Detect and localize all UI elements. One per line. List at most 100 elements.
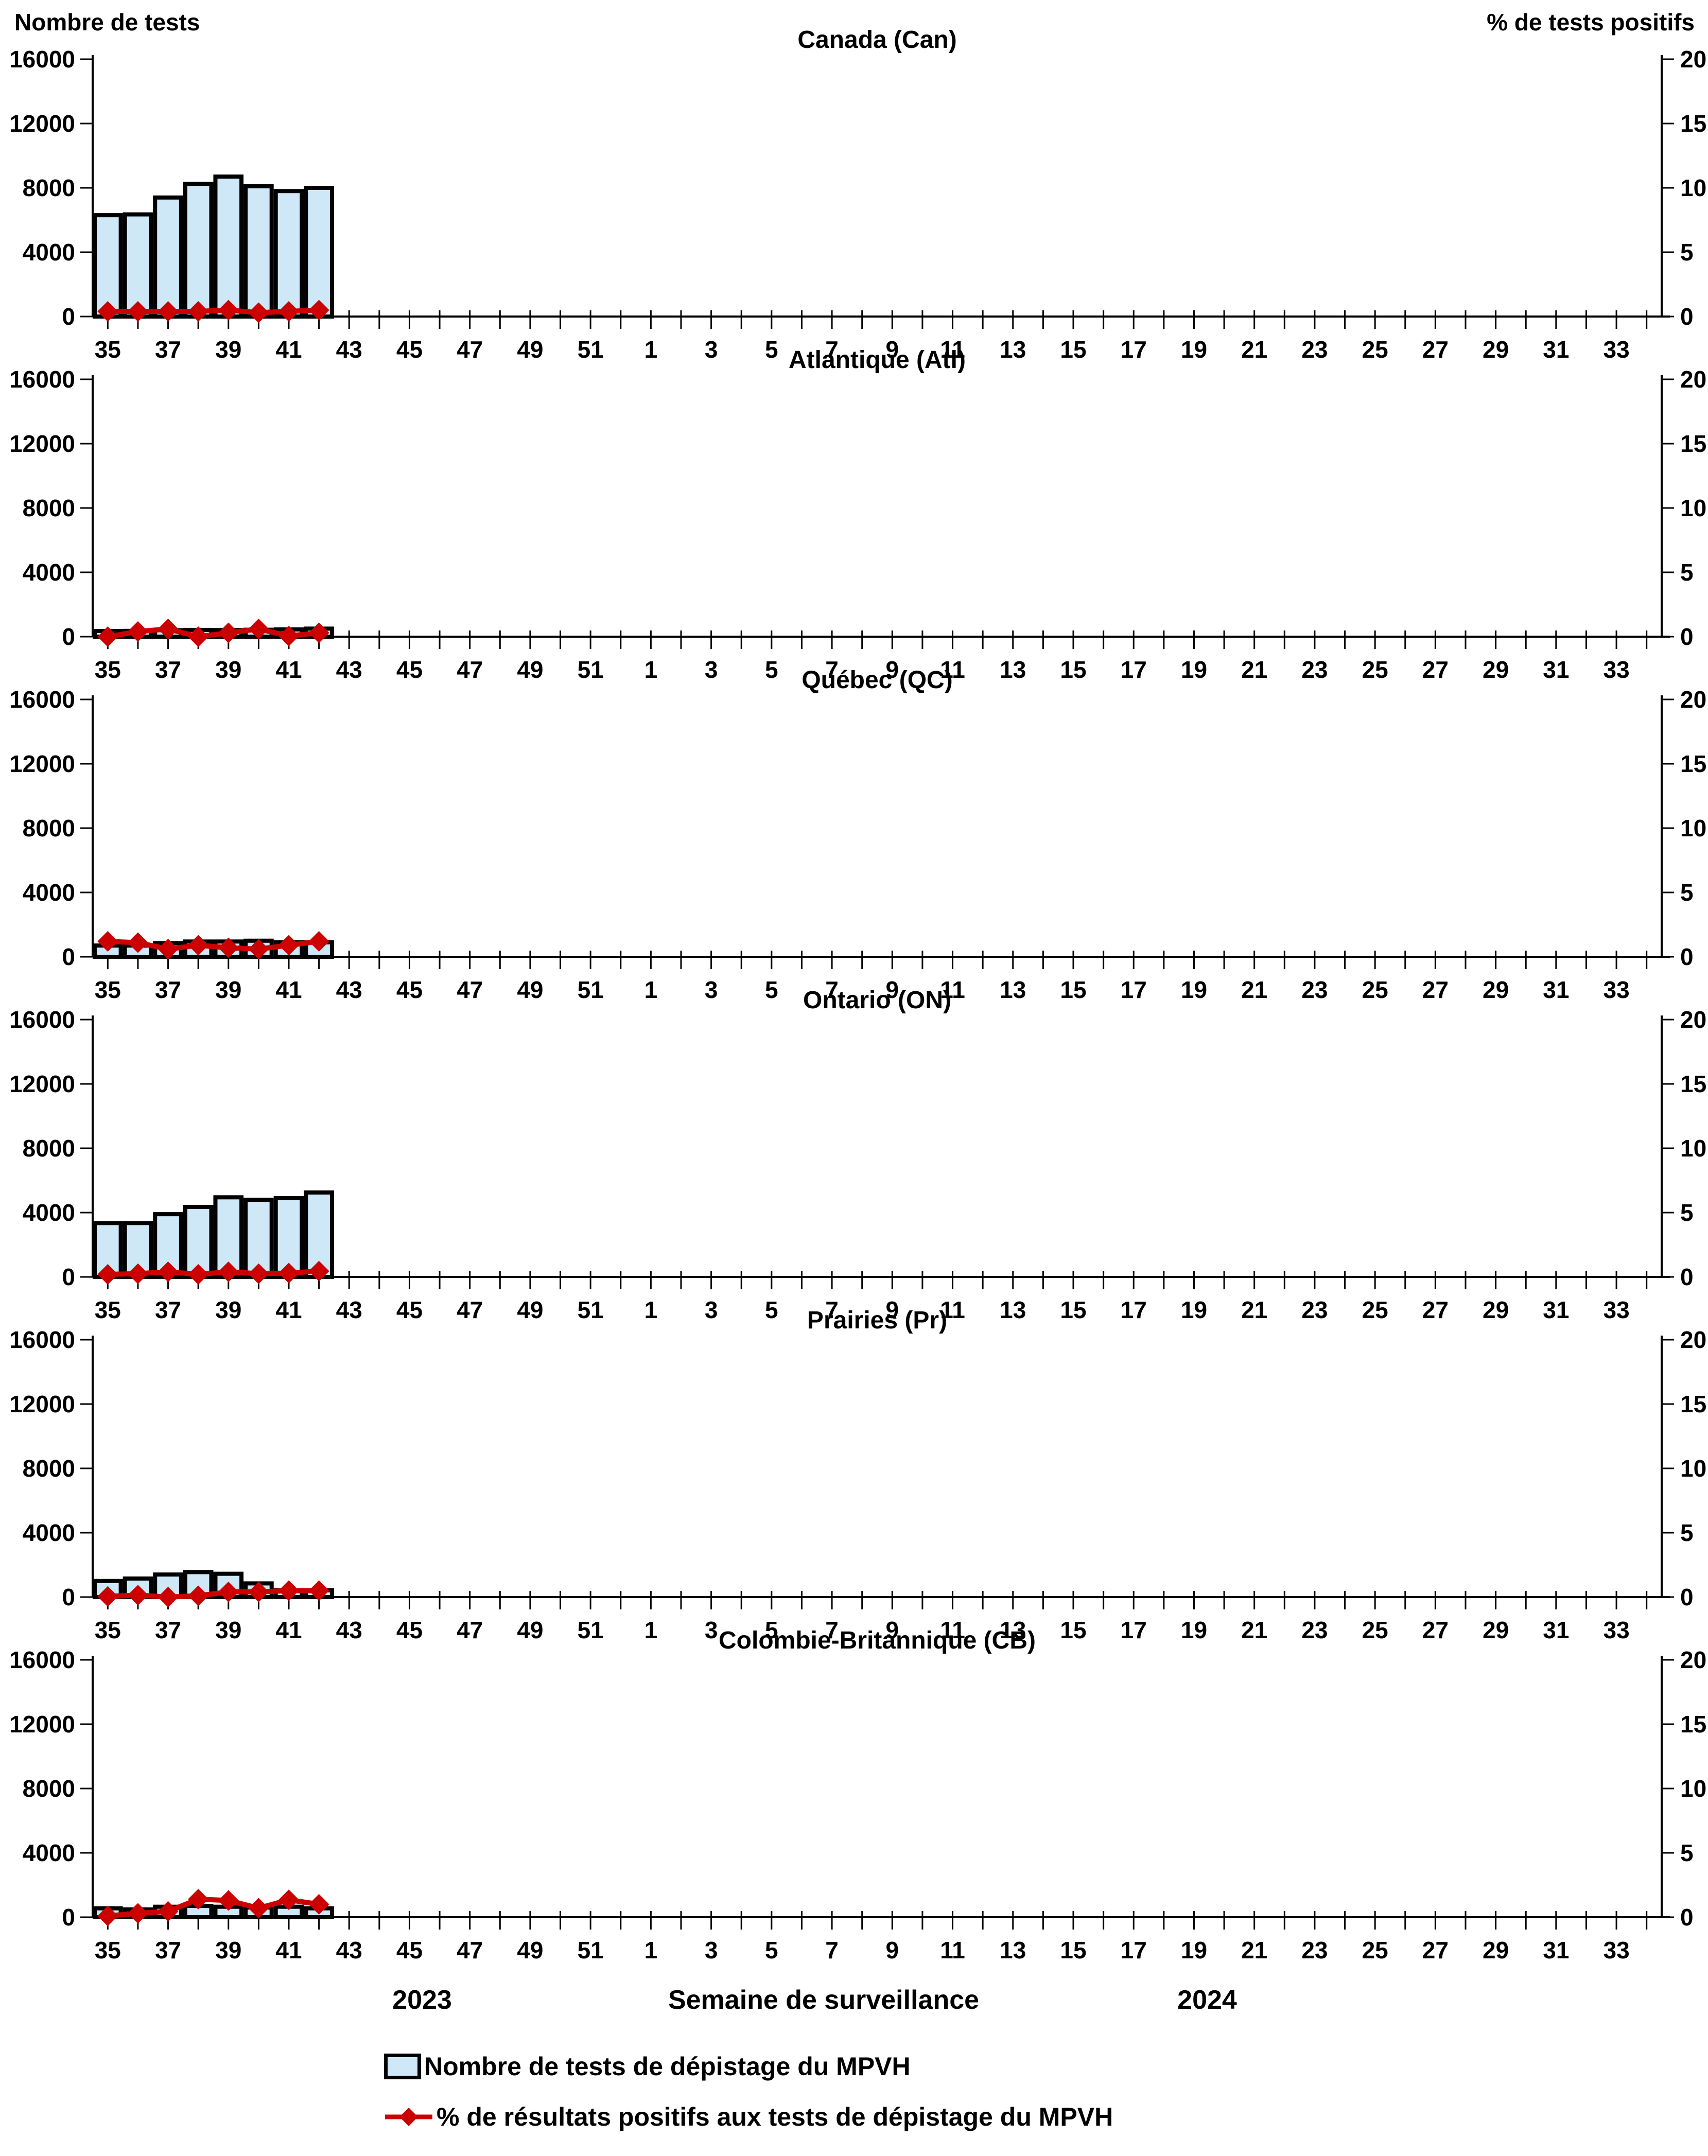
x-week-label: 7: [825, 1937, 839, 1964]
y-left-tick-label: 16000: [9, 366, 75, 393]
y-right-tick-label: 15: [1680, 1391, 1706, 1417]
x-week-label: 7: [825, 1617, 839, 1643]
x-week-label: 45: [396, 656, 423, 683]
x-week-label: 13: [1000, 1617, 1026, 1643]
x-week-label: 9: [886, 336, 899, 363]
y-right-tick-label: 10: [1680, 1135, 1706, 1162]
y-right-tick-label: 15: [1680, 1711, 1706, 1738]
x-week-label: 1: [644, 1296, 658, 1323]
x-week-label: 23: [1301, 336, 1328, 363]
x-week-label: 39: [215, 1296, 241, 1323]
y-left-tick-label: 0: [62, 1904, 75, 1931]
x-week-label: 33: [1603, 1937, 1629, 1964]
pct-diamond-week-37: [158, 1587, 179, 1607]
legend-item-percent: % de résultats positifs aux tests de dép…: [384, 2102, 1113, 2132]
x-week-label: 25: [1362, 1617, 1388, 1643]
x-week-label: 29: [1483, 976, 1509, 1003]
y-right-tick-label: 15: [1680, 750, 1706, 777]
x-week-label: 3: [705, 1937, 718, 1964]
x-axis-title: Semaine de surveillance: [668, 1985, 980, 2015]
x-week-label: 37: [155, 1296, 181, 1323]
x-week-label: 13: [1000, 976, 1026, 1003]
x-week-label: 5: [765, 1617, 778, 1643]
x-week-label: 49: [517, 976, 543, 1003]
x-week-label: 15: [1060, 336, 1086, 363]
pct-diamond-week-39: [218, 1890, 239, 1911]
y-left-tick-label: 8000: [23, 815, 75, 842]
y-left-tick-label: 8000: [23, 1455, 75, 1482]
legend-label-tests: Nombre de tests de dépistage du MPVH: [424, 2052, 911, 2081]
x-week-label: 3: [705, 976, 718, 1003]
x-week-label: 33: [1603, 1617, 1629, 1643]
year-label-2023: 2023: [392, 1985, 452, 2015]
x-week-label: 51: [578, 656, 604, 683]
y-right-tick-label: 20: [1680, 1646, 1706, 1673]
y-left-tick-label: 16000: [9, 1326, 75, 1353]
x-week-label: 23: [1301, 1937, 1328, 1964]
x-week-label: 17: [1121, 656, 1147, 683]
pct-diamond-week-36: [127, 621, 148, 642]
x-week-label: 15: [1060, 976, 1086, 1003]
y-right-tick-label: 5: [1680, 1519, 1694, 1546]
x-week-label: 45: [396, 1937, 423, 1964]
y-left-tick-label: 4000: [23, 1519, 75, 1546]
x-week-label: 1: [644, 1617, 658, 1643]
x-week-label: 17: [1121, 1617, 1147, 1643]
x-week-label: 47: [457, 976, 483, 1003]
pct-diamond-week-39: [218, 622, 239, 643]
y-left-tick-label: 16000: [9, 1006, 75, 1033]
x-week-label: 43: [336, 656, 362, 683]
x-week-label: 9: [886, 656, 899, 683]
x-week-label: 39: [215, 1937, 241, 1964]
x-week-label: 27: [1422, 976, 1449, 1003]
x-week-label: 11: [940, 1617, 965, 1643]
x-week-label: 13: [1000, 336, 1026, 363]
x-week-label: 29: [1483, 336, 1509, 363]
x-week-label: 25: [1362, 1296, 1388, 1323]
x-week-label: 19: [1181, 1296, 1207, 1323]
x-week-label: 25: [1362, 1937, 1388, 1964]
pct-diamond-week-40: [248, 1263, 269, 1284]
x-week-label: 31: [1543, 1617, 1569, 1643]
year-label-2024: 2024: [1177, 1985, 1237, 2015]
x-week-label: 33: [1603, 336, 1629, 363]
y-right-tick-label: 15: [1680, 110, 1706, 137]
y-right-tick-label: 20: [1680, 686, 1706, 713]
bar-week-39: [213, 174, 244, 319]
x-week-label: 7: [825, 656, 839, 683]
y-right-tick-label: 10: [1680, 174, 1706, 201]
x-week-label: 35: [95, 1617, 121, 1643]
x-week-label: 37: [155, 336, 181, 363]
x-week-label: 51: [578, 1617, 604, 1643]
y-right-tick-label: 10: [1680, 815, 1706, 842]
x-week-label: 43: [336, 1617, 362, 1643]
x-week-label: 49: [517, 1296, 543, 1323]
y-right-tick-label: 10: [1680, 495, 1706, 521]
y-left-tick-label: 16000: [9, 686, 75, 713]
y-right-tick-label: 15: [1680, 430, 1706, 457]
line-diamond-icon: [385, 2108, 432, 2126]
x-week-label: 15: [1060, 1937, 1086, 1964]
pct-diamond-week-40: [248, 619, 269, 639]
pct-diamond-week-40: [248, 302, 269, 323]
x-week-label: 47: [457, 1937, 483, 1964]
x-week-label: 19: [1181, 656, 1207, 683]
x-week-label: 25: [1362, 976, 1388, 1003]
x-week-label: 7: [825, 976, 839, 1003]
legend-item-tests: Nombre de tests de dépistage du MPVH: [384, 2052, 911, 2081]
y-left-tick-label: 16000: [9, 1646, 75, 1673]
pct-diamond-week-36: [127, 301, 148, 322]
x-week-label: 31: [1543, 336, 1569, 363]
x-week-label: 35: [95, 1296, 121, 1323]
x-week-label: 29: [1483, 1296, 1509, 1323]
pct-diamond-week-37: [158, 1901, 179, 1922]
x-week-label: 27: [1422, 1937, 1449, 1964]
x-week-label: 51: [578, 336, 604, 363]
pct-diamond-week-38: [188, 626, 209, 647]
panel-title: Atlantique (Atl): [789, 346, 966, 374]
x-week-label: 21: [1241, 976, 1267, 1003]
pct-diamond-week-42: [308, 931, 329, 952]
x-week-label: 49: [517, 336, 543, 363]
x-week-label: 25: [1362, 656, 1388, 683]
x-week-label: 47: [457, 336, 483, 363]
